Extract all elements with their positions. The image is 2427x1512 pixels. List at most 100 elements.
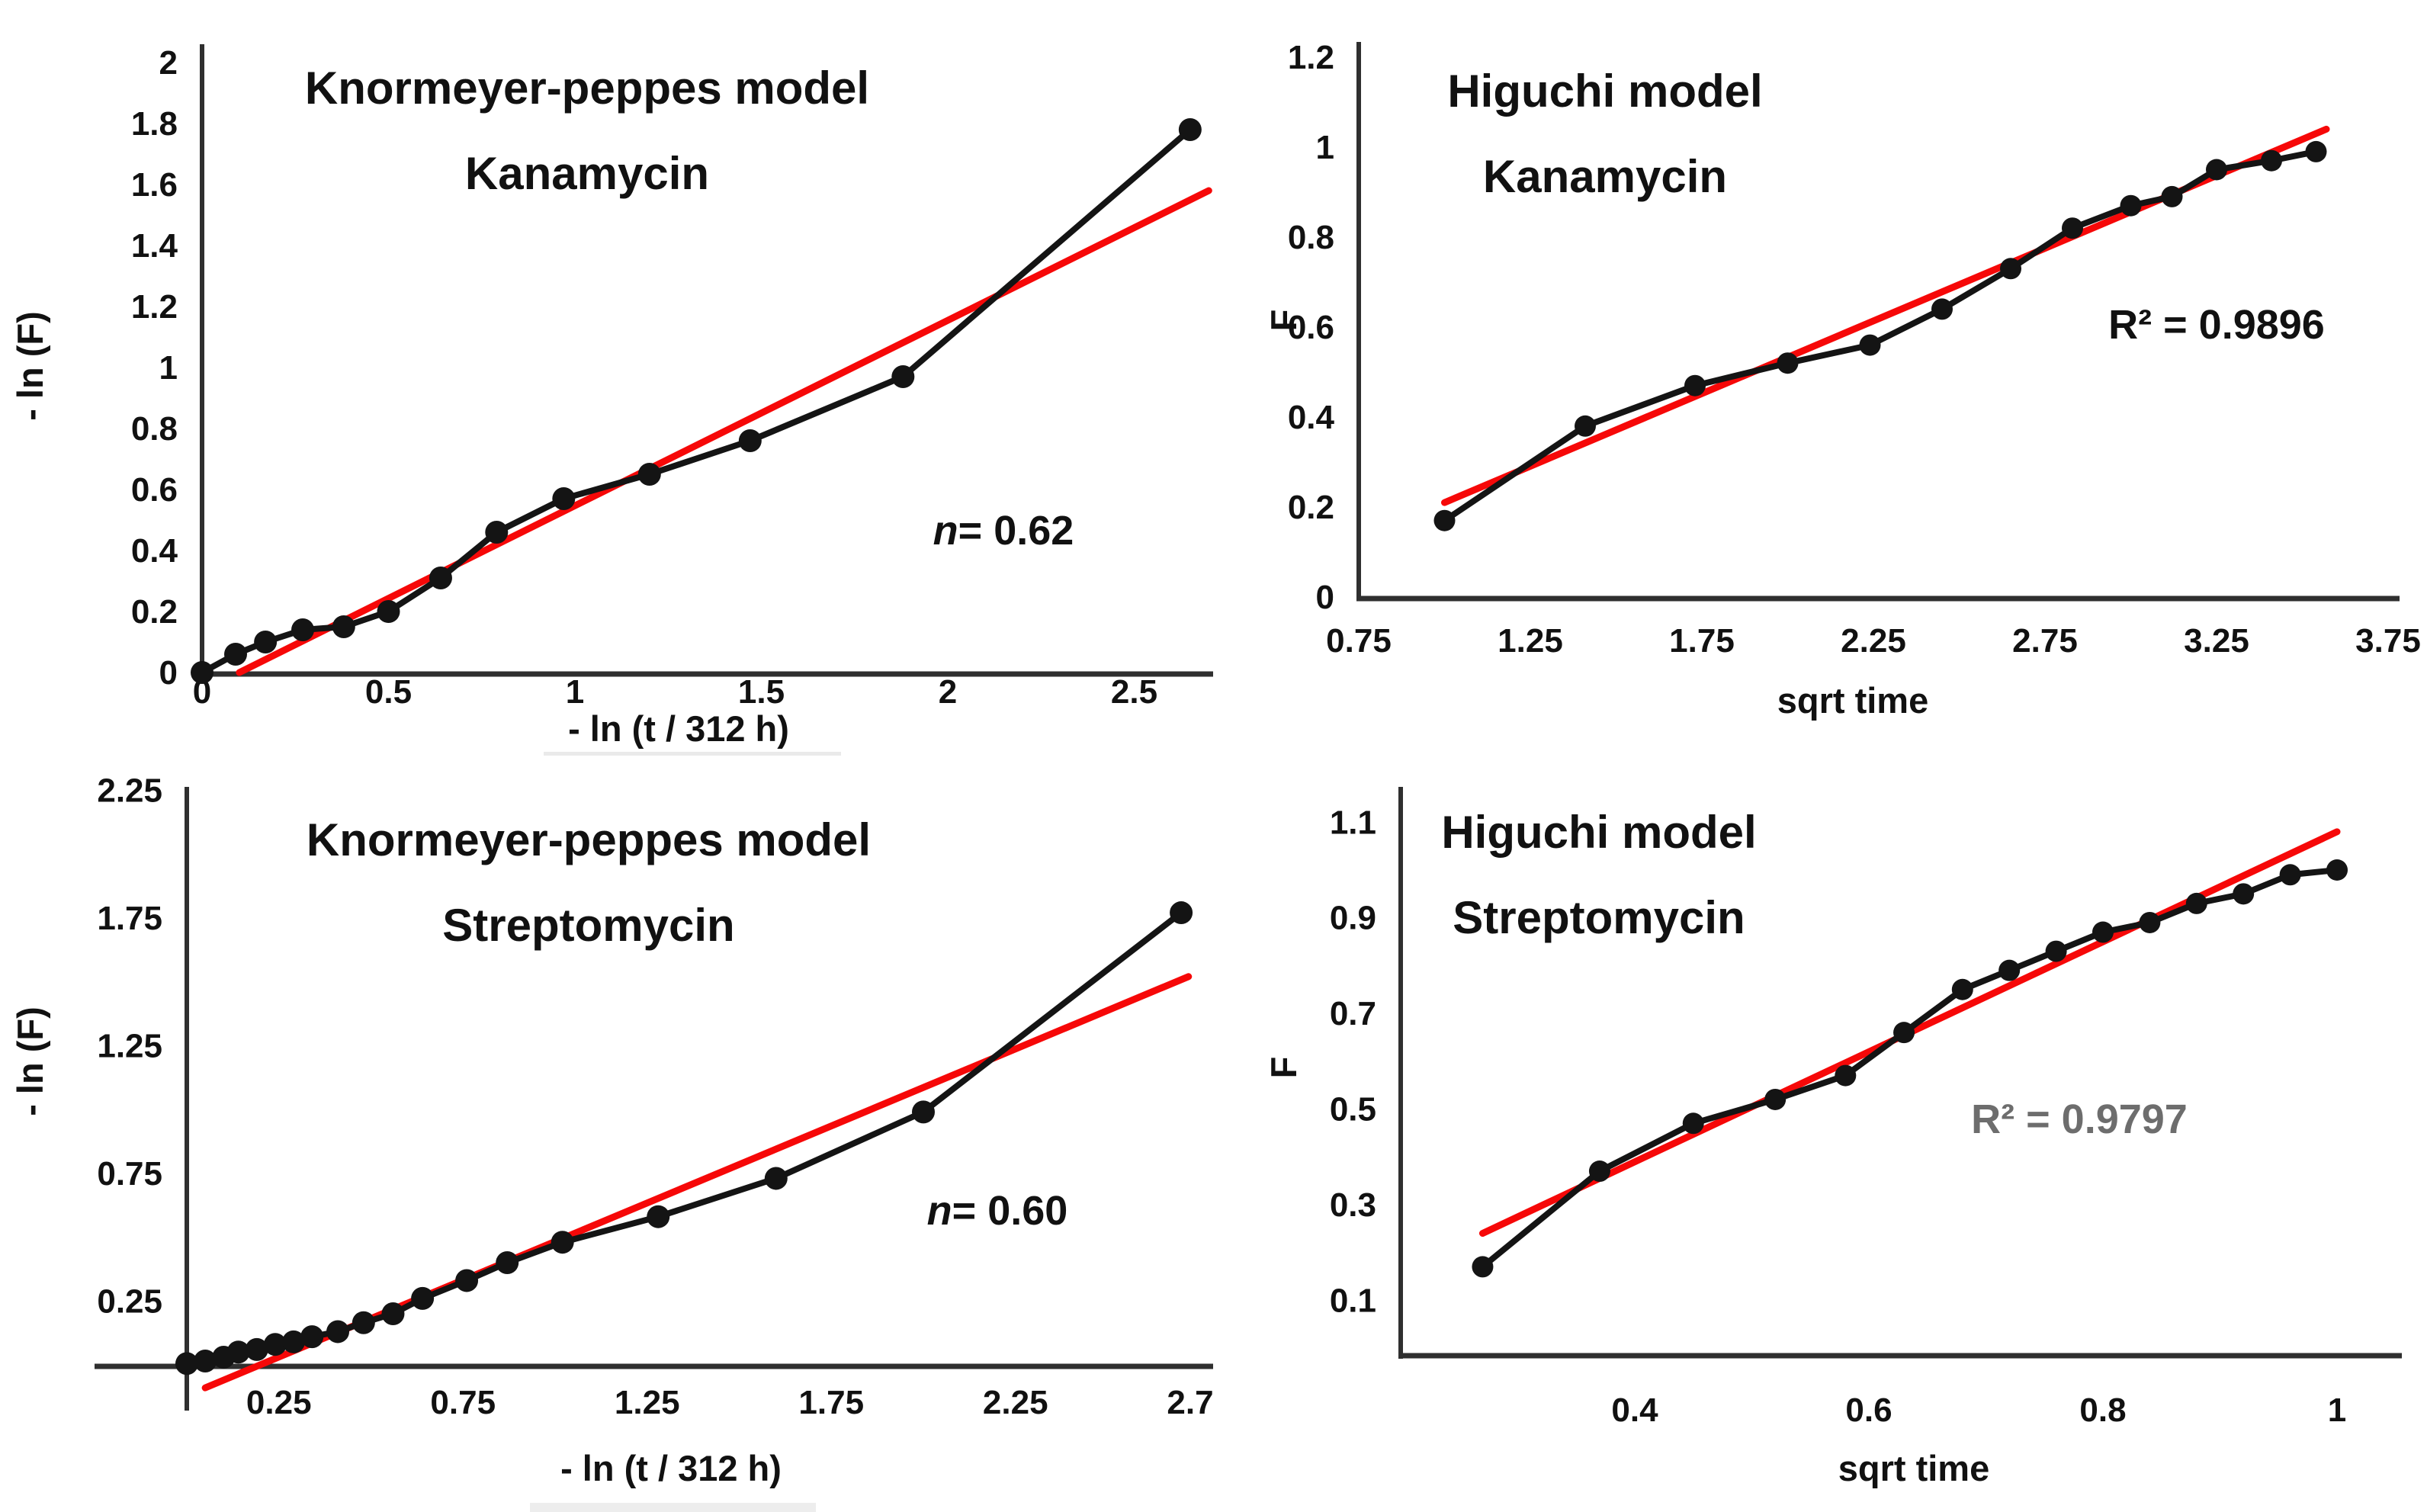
data-point [1433,509,1456,531]
trendline [236,187,1212,676]
data-point [381,1302,405,1325]
y-tick-label: 1.2 [1288,39,1334,76]
data-point [2139,911,2161,933]
x-tick-label: 1.75 [1669,622,1735,660]
x-tick-label: 3.75 [2355,622,2421,660]
y-tick-label: 2 [159,44,178,82]
data-point [411,1286,435,1310]
y-tick-label: 0.75 [97,1155,162,1193]
data-point [377,600,400,623]
chart-title-line-1: Higuchi model [1441,807,1756,858]
data-point [1682,1112,1704,1135]
annotation: n= 0.60 [927,1188,1068,1234]
y-tick-label: 0.8 [1288,219,1334,256]
x-tick-label: 2.25 [983,1384,1048,1421]
y-tick-label: 1.2 [131,288,178,326]
data-point [2206,159,2227,181]
data-point [245,1337,268,1361]
x-tick-label: 1 [566,673,584,711]
y-tick-label: 0.6 [131,471,178,509]
chart-title-line-2: Streptomycin [1453,892,1745,943]
y-tick-label: 1.6 [131,166,178,204]
x-tick-label: 1.25 [1498,622,1563,660]
x-tick-label: 0.75 [430,1384,496,1421]
x-tick-label: 1 [2328,1392,2346,1429]
y-tick-label: 0.9 [1330,900,1376,937]
y-tick-label: 1 [1316,129,1334,166]
chart-panel-higuchi-kanamycin: 0.75 1.25 1.75 2.25 2.75 3.25 3.75 1.2 1 0.8 0.6 0.… [1263,39,2421,721]
data-point [2233,883,2255,905]
data-point [326,1320,350,1343]
data-point [2326,859,2348,881]
y-tick-label: 1.4 [131,227,178,265]
y-axis-title: F [1263,310,1304,332]
data-point [2261,149,2282,172]
data-point [226,1340,250,1364]
data-point [1951,978,1973,1000]
data-point [496,1251,519,1274]
y-tick-label: 0.7 [1330,995,1376,1032]
data-point [1472,1256,1494,1278]
data-point [332,615,355,638]
x-tick-label: 3.25 [2184,622,2249,660]
y-axis-title: F [1263,1057,1304,1079]
x-tick-label: 2.75 [2012,622,2078,660]
y-tick-label: 0.8 [131,410,178,448]
chart-panel-korsmeyer-streptomycin: 0.25 0.75 1.25 1.75 2.25 2.75 2.25 1.75 1.25 0.75… [10,772,1213,1488]
data-point [1684,374,1706,396]
data-point [2161,185,2183,207]
data-point [1777,352,1799,374]
x-axis-title: sqrt time [1838,1448,1990,1488]
x-tick-label: 2.25 [1841,622,1906,660]
y-tick-label: 0.6 [1288,309,1334,346]
chart-title-line-2: Kanamycin [465,148,709,199]
data-point [1170,901,1193,925]
data-point [455,1269,479,1292]
data-point [429,567,452,589]
data-point [1575,415,1596,437]
data-point [352,1311,375,1334]
data-point [291,618,315,641]
x-axis-title: - ln (t / 312 h) [568,708,789,749]
x-tick-label: 0.8 [2079,1392,2126,1429]
y-tick-label: 0.2 [131,593,178,631]
data-point [912,1100,935,1124]
crop-artifact-line [544,752,841,756]
x-tick-label: 0.6 [1845,1392,1892,1429]
data-point [764,1167,788,1190]
data-point [647,1205,670,1228]
data-point [1178,118,1202,141]
chart-panel-higuchi-streptomycin: 0.4 0.6 0.8 1 1.1 0.9 0.7 0.5 0.3 0.1 Higuchi mode… [1263,787,2402,1488]
data-point [1893,1022,1915,1044]
series-line [199,127,1193,676]
data-point [191,661,213,684]
data-point [300,1325,324,1349]
y-axis-title: - ln (F) [10,1006,50,1116]
x-tick-label: 1.5 [738,673,785,711]
data-point [891,365,915,388]
chart-panel-korsmeyer-kanamycin: 0 0.5 1 1.5 2 2.521.81.61.41.210.80.60.40.20K… [10,44,1213,749]
data-point [637,463,661,486]
y-tick-label: 1.8 [131,105,178,143]
y-tick-label: 2.25 [97,772,162,809]
data-point [1835,1064,1857,1087]
chart-title-line-1: Higuchi model [1447,66,1762,117]
x-tick-label: 0.75 [1326,622,1392,660]
data-point [254,631,278,653]
y-tick-label: 1.1 [1330,804,1376,841]
data-point [2279,864,2301,886]
data-point [551,1231,574,1254]
data-point [282,1330,306,1353]
y-tick-label: 1.25 [97,1027,162,1064]
x-tick-label: 0.25 [246,1384,312,1421]
x-tick-label: 2.75 [1167,1384,1213,1421]
data-point [175,1352,198,1376]
y-tick-label: 0 [159,654,178,692]
y-tick-label: 0 [1316,579,1334,616]
data-point [2305,140,2327,162]
chart-title-line-1: Knormeyer-peppes model [307,814,871,865]
y-tick-label: 0.3 [1330,1186,1376,1224]
data-point [2000,258,2021,280]
x-tick-label: 0.5 [365,673,412,711]
